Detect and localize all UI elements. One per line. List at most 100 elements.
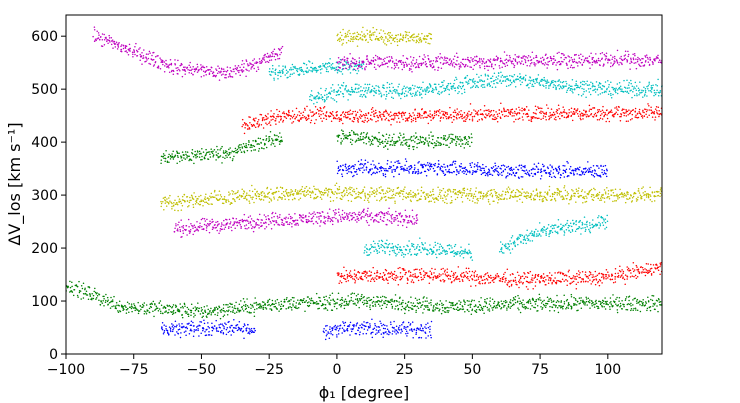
data-point [414,276,417,278]
data-point [631,113,634,116]
data-point [619,120,622,122]
data-point [236,329,239,332]
data-point [595,299,597,302]
data-point [357,270,360,273]
data-point [392,273,394,275]
data-point [308,304,311,307]
data-point [365,96,367,98]
data-point [453,139,456,141]
data-point [482,171,485,174]
data-point [187,313,190,316]
data-point [508,168,511,170]
data-point [198,153,201,155]
data-point [585,296,587,299]
data-point [452,138,454,141]
data-point [636,298,639,301]
data-point [353,116,356,119]
data-point [351,292,354,294]
data-point [353,325,355,328]
data-point [190,314,192,316]
data-point [506,268,509,270]
data-point [349,134,352,136]
data-point [167,156,170,158]
data-point [534,173,537,176]
data-point [540,168,543,170]
data-point [181,326,183,328]
data-point [407,271,410,273]
data-point [412,337,414,339]
data-point [448,301,451,304]
data-point [242,123,244,126]
data-point [644,301,647,303]
data-point [195,326,198,328]
data-point [493,79,495,82]
data-point [542,231,544,233]
data-point [310,119,313,122]
data-point [488,310,491,312]
data-point [400,144,402,146]
data-point [207,334,210,336]
data-point [599,174,601,177]
data-point [584,113,586,116]
data-point [262,308,265,310]
data-point [547,224,550,226]
data-point [527,272,530,274]
data-point [200,152,202,155]
data-point [396,253,398,255]
data-point [371,135,373,138]
data-point [373,113,375,115]
data-point [500,171,503,174]
data-point [383,146,385,148]
data-point [185,153,187,156]
data-point [425,174,428,177]
data-point [392,114,395,116]
data-point [387,272,390,274]
data-point [366,297,368,299]
data-point [378,93,380,95]
data-point [590,113,593,115]
data-point [609,278,612,281]
data-point [329,303,331,306]
data-point [111,299,114,301]
data-point [357,300,360,302]
data-point [369,251,372,254]
data-point [642,304,644,306]
data-point [233,307,236,309]
data-point [409,323,412,325]
data-point [528,109,530,111]
data-point [572,219,574,222]
data-point [590,173,593,176]
data-point [368,140,370,143]
data-point [325,98,328,100]
data-point [509,172,511,175]
data-point [651,111,654,113]
data-point [365,244,368,246]
data-point [426,88,428,90]
data-point [362,167,364,169]
data-point [650,272,653,275]
data-point [495,111,497,113]
data-point [367,161,369,164]
data-point [218,306,221,309]
data-point [293,297,295,299]
data-point [594,283,597,286]
data-point [422,136,424,139]
data-point [350,86,353,89]
data-point [524,108,526,111]
data-point [598,167,600,169]
data-point [345,134,347,136]
data-point [477,86,479,89]
data-point [342,111,345,113]
data-point [517,243,519,246]
data-point [374,246,376,248]
data-point [328,332,330,334]
data-point [518,234,521,236]
data-point [601,282,603,284]
data-point [355,325,357,327]
data-point [251,330,254,333]
data-point [562,169,565,172]
data-point [274,300,277,302]
data-point [280,118,282,120]
data-point [532,288,534,290]
data-point [385,278,388,281]
